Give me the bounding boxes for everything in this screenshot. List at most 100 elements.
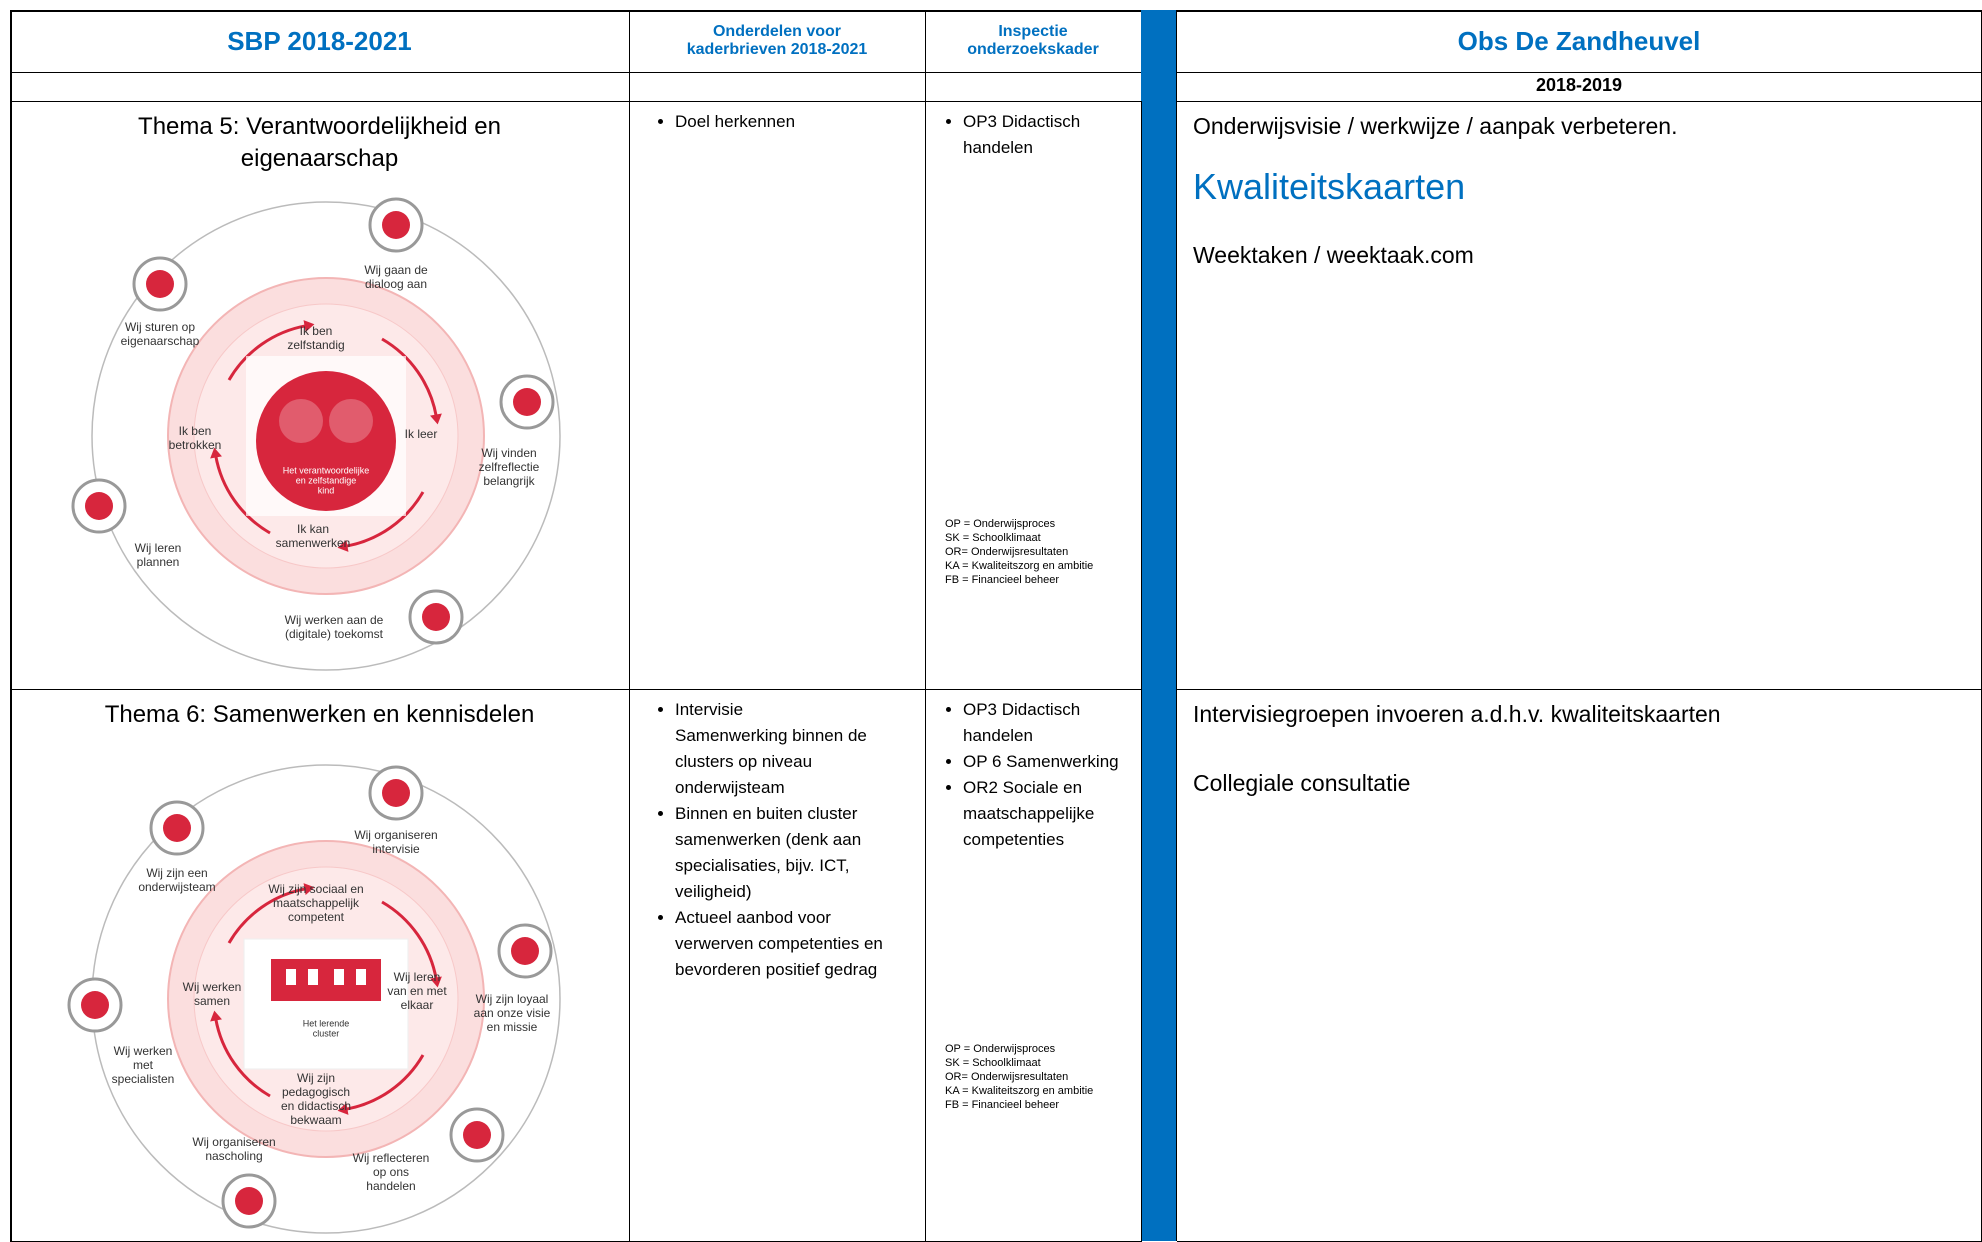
inner-label: Ik ben <box>179 424 212 438</box>
outer-label: Wij reflecteren <box>353 1151 430 1165</box>
empty-cell <box>925 72 1142 102</box>
inspection-item: OP3 Didactisch handelen <box>963 697 1129 749</box>
goal-text: Doel herkennen <box>675 112 796 131</box>
inner-label: bekwaam <box>290 1113 341 1127</box>
inner-label: competent <box>288 910 345 924</box>
outer-label: handelen <box>366 1179 415 1193</box>
icon <box>513 388 541 416</box>
center-box <box>243 938 409 1070</box>
arrow-head <box>303 320 315 332</box>
icon <box>463 1121 491 1149</box>
goal-list: Intervisie Samenwerking binnen de cluster… <box>653 697 911 983</box>
goal-item: Binnen en buiten cluster samenwerken (de… <box>675 801 911 905</box>
blue-column <box>1141 10 1177 1241</box>
inner-label: elkaar <box>401 998 434 1012</box>
inspection-item: OP 6 Samenwerking <box>963 749 1129 775</box>
figure <box>329 399 373 443</box>
icon <box>382 779 410 807</box>
outer-label: Wij zijn loyaal <box>476 992 549 1006</box>
header-title: Obs De Zandheuvel <box>1457 25 1701 56</box>
goal-text: Samenwerking binnen de clusters op nivea… <box>675 726 867 797</box>
outer-label: Wij sturen op <box>125 320 195 334</box>
inner-label: Wij zijn sociaal en <box>268 882 363 896</box>
icon <box>146 270 174 298</box>
goal-item: Intervisie Samenwerking binnen de cluster… <box>675 697 911 801</box>
legend-line: SK = Schoolklimaat <box>945 532 1041 544</box>
legend: OP = Onderwijsproces SK = Schoolklimaat OR… <box>945 517 1093 587</box>
inner-label: maatschappelijk <box>273 896 360 910</box>
icon <box>422 603 450 631</box>
inner-label: Wij werken <box>183 980 242 994</box>
header-title: SBP 2018-2021 <box>227 25 412 56</box>
outer-label: Wij vinden <box>481 446 536 460</box>
theme-title: Thema 6: Samenwerken en kennisdelen <box>104 701 535 728</box>
arrow-head <box>303 883 315 895</box>
year-cell: 2018-2019 <box>1177 72 1982 102</box>
inner-label: betrokken <box>169 438 222 452</box>
outer-label: nascholing <box>205 1149 262 1163</box>
header-cell: SBP 2018-2021 <box>10 10 630 73</box>
outer-label: en missie <box>487 1020 538 1034</box>
outer-label: Wij gaan de <box>364 263 428 277</box>
arrow-head <box>210 447 222 459</box>
arrow <box>227 887 307 944</box>
school-cell: Intervisiegroepen invoeren a.d.h.v. kwal… <box>1177 689 1982 1242</box>
center-label: en zelfstandige <box>296 475 357 485</box>
outer-ring <box>91 201 561 671</box>
inner-label: Ik ben <box>300 324 333 338</box>
legend-line: OR= Onderwijsresultaten <box>945 546 1069 558</box>
inner-label: zelfstandig <box>287 338 344 352</box>
header-title: Inspectie onderzoekskader <box>967 23 1099 58</box>
goal-text: Intervisie <box>675 700 744 719</box>
outer-label: dialoog aan <box>365 277 427 291</box>
empty-cell <box>629 72 926 102</box>
icon <box>85 492 113 520</box>
outer-label: Wij werken aan de <box>285 613 384 627</box>
figure <box>279 399 323 443</box>
legend-line: FB = Financieel beheer <box>945 574 1060 586</box>
legend-line: FB = Financieel beheer <box>945 1099 1060 1111</box>
outer-label: (digitale) toekomst <box>285 627 384 641</box>
goal-text: Binnen en buiten cluster samenwerken (de… <box>675 804 862 901</box>
outer-label: Wij werken <box>114 1044 173 1058</box>
inner-label: van en met <box>387 984 447 998</box>
icon <box>163 814 191 842</box>
school-text: Collegiale consultatie <box>1193 770 1411 796</box>
center-label: Het verantwoordelijke <box>283 465 370 475</box>
inspection-cell: OP3 Didactisch handelen OP = Onderwijspro… <box>925 101 1142 690</box>
header-title: Onderdelen voor kaderbrieven 2018-2021 <box>686 23 868 58</box>
outer-label: eigenaarschap <box>121 334 200 348</box>
empty-cell <box>10 72 630 102</box>
legend-line: KA = Kwaliteitszorg en ambitie <box>945 1085 1094 1097</box>
outer-label: met <box>133 1058 154 1072</box>
outer-label: aan onze visie <box>474 1006 551 1020</box>
goal-list: Doel herkennen <box>653 109 911 135</box>
outer-label: Wij organiseren <box>192 1135 275 1149</box>
arrow-head <box>337 540 349 552</box>
legend-line: KA = Kwaliteitszorg en ambitie <box>945 560 1094 572</box>
arrow <box>227 324 307 381</box>
inner-label: Wij zijn <box>297 1071 335 1085</box>
icon <box>81 991 109 1019</box>
goals-cell: Intervisie Samenwerking binnen de cluster… <box>629 689 926 1242</box>
outer-label: Wij leren <box>135 541 182 555</box>
arrow-head <box>430 976 442 988</box>
center-label: cluster <box>313 1028 340 1038</box>
legend-line: OP = Onderwijsproces <box>945 518 1056 530</box>
inner-label: en didactisch <box>281 1099 351 1113</box>
arrow-head <box>210 1010 222 1022</box>
inner-label: Ik leer <box>405 427 438 441</box>
outer-label: specialisten <box>112 1072 175 1086</box>
legend: OP = Onderwijsproces SK = Schoolklimaat OR… <box>945 1042 1093 1112</box>
arrow <box>345 1054 425 1111</box>
outer-label: op ons <box>373 1165 409 1179</box>
header-cell: Onderdelen voor kaderbrieven 2018-2021 <box>629 10 926 73</box>
outer-label: plannen <box>137 555 180 569</box>
arrow <box>214 1018 271 1098</box>
header-cell: Inspectie onderzoekskader <box>925 10 1142 73</box>
outer-label: Wij organiseren <box>354 828 437 842</box>
window <box>308 969 318 985</box>
